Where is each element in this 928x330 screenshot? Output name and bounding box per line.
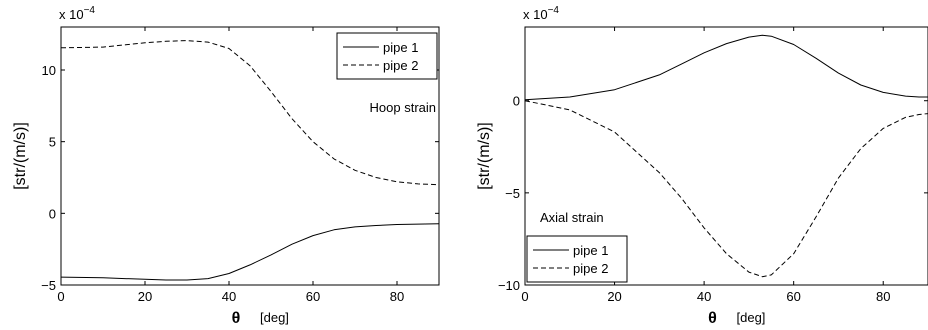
legend-label: pipe 2: [573, 261, 608, 276]
chart-annotation: Axial strain: [540, 210, 604, 225]
x-tick-label: 80: [390, 289, 404, 304]
x-tick-label: 0: [521, 289, 528, 304]
axis-multiplier: x 10−4: [59, 5, 95, 22]
x-tick-label: 60: [306, 289, 320, 304]
multiplier-exponent: −4: [548, 5, 560, 16]
x-tick-label: 20: [607, 289, 621, 304]
multiplier-exponent: −4: [84, 5, 96, 16]
series-line-pipe-1: [524, 34, 928, 101]
x-tick-label: 40: [697, 289, 711, 304]
x-axis-label: θ: [708, 310, 717, 327]
x-tick-label: 20: [138, 289, 152, 304]
y-tick-label: −5: [41, 278, 56, 293]
chart-panel-2: 0 20 40 60 80 −10 −5 0 x 10−4 [str/(m/s)] θ [deg] Ax…: [476, 5, 928, 327]
legend-box: [526, 235, 628, 283]
legend-box: [336, 32, 438, 80]
legend-label: pipe 1: [383, 40, 418, 55]
y-tick-label: −5: [505, 186, 520, 201]
x-tick-label: 80: [876, 289, 890, 304]
y-tick-label: 0: [49, 206, 56, 221]
chart-annotation: Hoop strain: [370, 100, 436, 115]
series-line-pipe-2: [60, 40, 440, 186]
series-line-pipe-2: [524, 100, 928, 278]
plot-frame: [60, 26, 440, 286]
axis-multiplier: x 10−4: [523, 5, 559, 22]
y-axis-label: [str/(m/s)]: [12, 122, 29, 190]
y-tick-label: 10: [42, 63, 56, 78]
multiplier-base: x 10: [59, 7, 84, 22]
y-tick-label: 0: [513, 94, 520, 109]
plot-frame: [524, 26, 928, 286]
series-line-pipe-1: [60, 223, 440, 281]
x-axis-unit: [deg]: [260, 310, 289, 325]
x-axis-label: θ: [232, 310, 241, 327]
y-tick-label: −10: [498, 278, 520, 293]
y-tick-label: 5: [49, 135, 56, 150]
x-axis-unit: [deg]: [737, 310, 766, 325]
legend-label: pipe 2: [383, 58, 418, 73]
legend-label: pipe 1: [573, 243, 608, 258]
y-axis-label: [str/(m/s)]: [476, 122, 493, 190]
multiplier-base: x 10: [523, 7, 548, 22]
x-tick-label: 0: [57, 289, 64, 304]
x-tick-label: 40: [222, 289, 236, 304]
x-tick-label: 60: [786, 289, 800, 304]
